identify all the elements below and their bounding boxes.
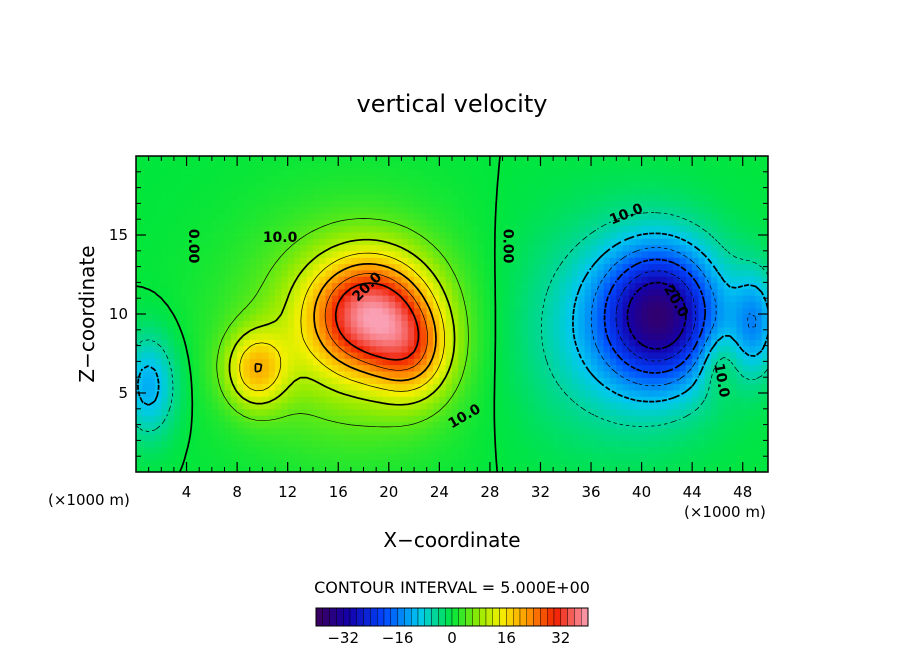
colorbar-segment [445,607,453,627]
colorbar-segment [390,607,398,627]
colorbar-segment [329,607,337,627]
contour-label: 10.0 [710,362,732,399]
contour-line-neg25 [615,270,697,362]
x-tick-label: 24 [430,483,449,501]
y-tick-label: 15 [109,226,128,244]
colorbar-segment [519,607,528,627]
contour-line-5 [216,218,469,428]
colorbar-segment [567,607,575,627]
colorbar-segment [485,607,494,627]
contour-line-neg5 [136,212,768,432]
colorbar-tick-label: −16 [382,629,414,647]
contour-label: 0.00 [500,229,516,264]
contour-label: 10.0 [263,230,298,246]
x-tick-label: 16 [329,483,348,501]
chart-title: vertical velocity [357,90,548,118]
contour-interval-text: CONTOUR INTERVAL = 5.000E+00 [314,578,590,597]
colorbar-tick-label: 0 [447,629,457,647]
colorbar-segment [533,607,541,627]
y-tick-label: 10 [109,305,128,323]
contour-line-30 [334,282,420,361]
colorbar-segment [363,607,371,627]
colorbar-segment [472,607,480,627]
colorbar-segment [438,607,446,627]
colorbar-segment [370,607,378,627]
x-tick-label: 48 [733,483,752,501]
contour-line-15 [239,252,445,392]
contour-line-neg20 [603,258,707,374]
contour-line-neg10 [136,232,768,406]
colorbar-segment [336,607,344,627]
colorbar-segment [424,607,432,627]
colorbar-segment [479,607,487,627]
colorbar-tick-label: 32 [551,629,570,647]
contour-line-neg30 [626,281,687,350]
colorbar-segment [465,607,473,627]
x-axis-label: X−coordinate [383,528,520,552]
colorbar-segment [458,607,466,627]
contour-label: 0.00 [185,229,201,264]
y-axis-label: Z−coordinate [75,245,99,382]
colorbar: −32 −16 0 16 32 [315,607,589,647]
colorbar-segment [397,607,405,627]
x-tick-label: 28 [480,483,499,501]
colorbar-tick-label: −32 [327,629,359,647]
y-axis: 5 10 15 [109,171,768,457]
colorbar-segment [383,607,392,627]
colorbar-segment [451,607,460,627]
x-tick-label: 32 [531,483,550,501]
plot-area [136,156,768,472]
colorbar-tick-label: 16 [497,629,516,647]
colorbar-segment [492,607,500,627]
x-tick-label: 8 [232,483,242,501]
colorbar-segment [560,607,568,627]
colorbar-segment [574,607,582,627]
colorbar-segment [499,607,507,627]
contour-line-neg15 [590,247,757,387]
x-axis: 4 8 12 16 20 24 28 32 36 40 44 48 [148,156,756,501]
x-tick-label: 44 [683,483,702,501]
colorbar-segment [547,607,555,627]
contour-line-20 [254,262,437,382]
colorbar-segment [343,607,351,627]
colorbar-segment [411,607,419,627]
colorbar-segment [513,607,521,627]
y-tick-label: 5 [118,384,128,402]
x-unit-left: (×1000 m) [48,491,130,509]
colorbar-segment [315,607,324,627]
x-tick-label: 12 [278,483,297,501]
colorbar-segment [404,607,412,627]
colorbar-segment [431,607,439,627]
colorbar-segment [581,607,589,627]
x-tick-label: 4 [182,483,192,501]
colorbar-segment [417,607,426,627]
colorbar-segment [356,607,364,627]
x-tick-label: 20 [379,483,398,501]
x-unit-right: (×1000 m) [684,503,766,521]
colorbar-segment [322,607,330,627]
contour-line-10 [228,238,456,406]
colorbar-segment [506,607,514,627]
x-tick-label: 36 [581,483,600,501]
x-tick-label: 40 [632,483,651,501]
colorbar-segment [526,607,534,627]
colorbar-frame [315,607,589,627]
colorbar-segment [377,607,385,627]
colorbar-segment [540,607,548,627]
colorbar-segment [553,607,562,627]
contour-line-25 [324,273,428,371]
colorbar-segment [349,607,358,627]
